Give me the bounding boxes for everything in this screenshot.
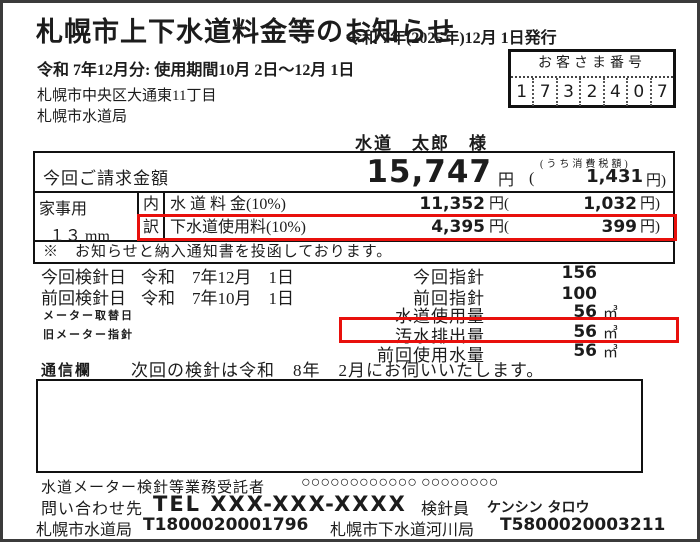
charge-row-sewer: 下水道使用料(10%) 4,395 円( 399 円) <box>165 216 673 239</box>
breakdown-row: 家事用 １３ mm 内 訳 水 道 料 金(10%) 11,352 円( 1,0… <box>35 193 673 245</box>
customer-name: 水道 太郎 様 <box>355 134 488 153</box>
previous-reading-date-label: 前回検針日 <box>41 289 126 308</box>
current-reading-date: 令和 7年12月 1日 <box>141 268 294 287</box>
total-amount: 15,747 <box>366 154 492 190</box>
meter-line-usage: メーター取替日 水道使用量 56 ㎥ <box>3 302 697 326</box>
meter-reader-name: ケンシン タロウ <box>487 500 590 516</box>
customer-number-digit: 4 <box>605 78 629 106</box>
total-label: 今回ご請求金額 <box>43 169 169 188</box>
water-usage-unit: ㎥ <box>603 306 619 322</box>
charge-amount: 11,352 <box>419 194 485 214</box>
customer-number-digit: 7 <box>656 82 668 102</box>
customer-address: 札幌市中央区大通東11丁目 <box>37 88 217 104</box>
total-yen-unit: 円 <box>498 172 515 189</box>
sewer-bureau-name: 札幌市下水道河川局 <box>330 522 475 539</box>
customer-number-digit: 2 <box>581 78 605 106</box>
meter-replace-date-label: メーター取替日 <box>43 310 134 322</box>
customer-number-digits: 1 7 3 2 4 0 7 <box>511 78 673 106</box>
customer-number-digit: 0 <box>628 78 652 106</box>
charge-row-water: 水 道 料 金(10%) 11,352 円( 1,032 円) <box>165 193 673 216</box>
meter-line-previous-usage: 前回使用水量 56 ㎥ <box>3 341 697 365</box>
usage-type-cell: 家事用 １３ mm <box>35 193 139 245</box>
water-usage-value: 56 <box>573 302 597 322</box>
notice-box <box>36 379 643 473</box>
sewage-volume-value: 56 <box>573 322 597 342</box>
customer-number-digit: 3 <box>558 78 582 106</box>
breakdown-header-cell: 内 訳 <box>139 193 165 240</box>
customer-number-label: お客さま番号 <box>511 52 673 78</box>
previous-usage-unit: ㎥ <box>603 345 619 361</box>
customer-number-box: お客さま番号 1 7 3 2 4 0 7 <box>508 49 676 108</box>
previous-reading-date: 令和 7年10月 1日 <box>141 289 294 308</box>
charge-tax: 399 <box>601 217 638 237</box>
breakdown-char-bottom: 訳 <box>142 219 159 236</box>
previous-usage-value: 56 <box>573 341 597 361</box>
charge-yen-close: 円) <box>640 219 660 235</box>
next-reading-message: 次回の検針は令和 8年 2月にお伺いいたします。 <box>131 361 545 380</box>
usage-type: 家事用 <box>39 201 88 218</box>
message-column-label: 通信欄 <box>41 363 93 379</box>
charge-amount: 4,395 <box>431 217 485 237</box>
water-bureau-registration: T1800020001796 <box>143 515 309 535</box>
total-tax-yen-unit: 円) <box>646 173 666 189</box>
total-open-paren: ( <box>529 170 535 187</box>
meter-line-previous: 前回検針日 令和 7年10月 1日 前回指針 100 <box>3 284 697 308</box>
water-usage-label: 水道使用量 <box>395 307 485 326</box>
breakdown-char-top: 内 <box>142 196 159 213</box>
billing-period: 令和 7年12月分: 使用期間10月 2日～12月 1日 <box>37 62 355 79</box>
previous-reading-label: 前回指針 <box>413 289 485 308</box>
meter-reader-label: 検針員 <box>421 501 470 518</box>
sewage-volume-unit: ㎥ <box>603 326 619 342</box>
charge-yen-close: 円) <box>640 196 660 212</box>
sewer-bureau-registration: T5800020003211 <box>500 515 666 535</box>
previous-usage-label: 前回使用水量 <box>377 346 485 365</box>
contractor-label: 水道メーター検針等業務受託者 <box>41 480 266 496</box>
customer-number-digit: 7 <box>534 78 558 106</box>
old-meter-reading-label: 旧メーター指針 <box>43 329 134 341</box>
inquiry-label: 問い合わせ先 <box>41 501 144 518</box>
charge-label: 水 道 料 金(10%) <box>170 196 286 213</box>
meter-line-current: 今回検針日 令和 7年12月 1日 今回指針 156 <box>3 263 697 287</box>
current-reading-label: 今回指針 <box>413 268 485 287</box>
current-reading-value: 156 <box>561 263 598 283</box>
bureau-name: 札幌市水道局 <box>37 109 128 125</box>
current-reading-date-label: 今回検針日 <box>41 268 126 287</box>
issue-date: 令和 7年(2025年)12月 1日発行 <box>346 30 557 47</box>
contractor-mask-circles: ○○○○○○○○○○○○ ○○○○○○○○ <box>301 474 499 491</box>
charge-tax: 1,032 <box>583 194 637 214</box>
charge-rows: 水 道 料 金(10%) 11,352 円( 1,032 円) 下水道使用料(1… <box>165 193 673 240</box>
water-bureau-name: 札幌市水道局 <box>36 522 133 539</box>
total-row: 今回ご請求金額 15,747 円 ( (うち消費税額) 1,431 円) <box>35 153 673 193</box>
total-tax-amount: 1,431 <box>586 166 643 187</box>
charge-yen-open: 円( <box>489 196 509 212</box>
tax-column-header: (うち消費税額) <box>540 159 631 170</box>
previous-reading-value: 100 <box>561 284 598 304</box>
page-title: 札幌市上下水道料金等のお知らせ <box>36 17 456 47</box>
charge-yen-open: 円( <box>489 219 509 235</box>
tel-number: TEL XXX-XXX-XXXX <box>153 492 407 516</box>
billing-box: 今回ご請求金額 15,747 円 ( (うち消費税額) 1,431 円) 家事用… <box>33 151 675 264</box>
billing-note: ※ お知らせと納入通知書を投函しております。 <box>35 240 673 262</box>
meter-size: １３ mm <box>49 228 110 245</box>
customer-number-digit: 1 <box>511 78 535 106</box>
charge-label: 下水道使用料(10%) <box>170 219 306 236</box>
